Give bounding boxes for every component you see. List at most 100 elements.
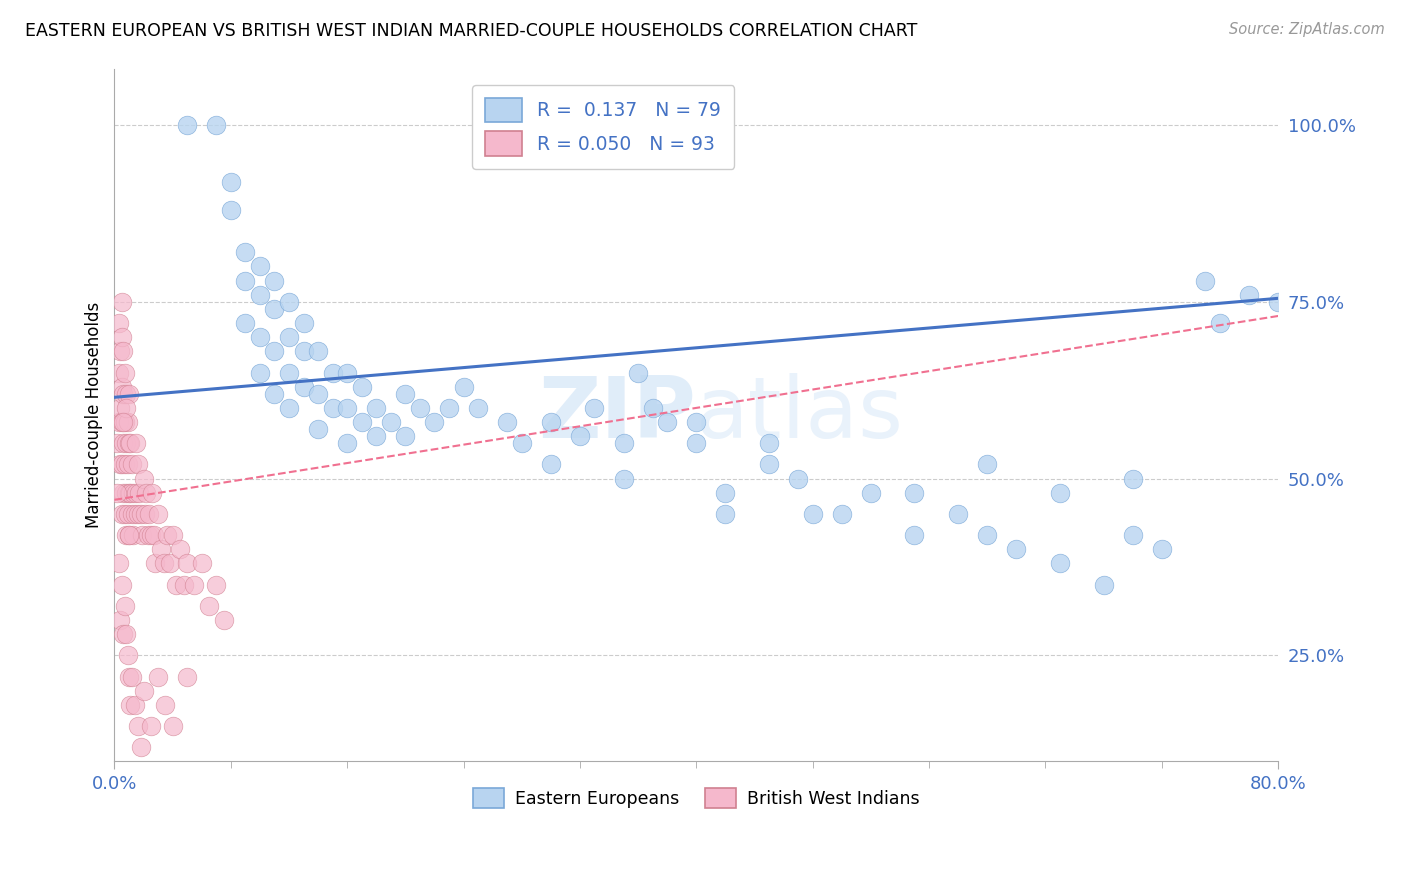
Point [437,401,460,415]
Point [112,627,135,641]
Point [278,366,301,380]
Point [714,507,737,521]
Point [146,669,169,683]
Point [149,542,172,557]
Point [278,401,301,415]
Point [111,330,134,344]
Point [112,415,135,429]
Point [118,485,141,500]
Point [125,436,148,450]
Point [120,698,142,712]
Point [409,401,432,415]
Point [118,386,141,401]
Point [120,485,142,500]
Point [118,528,141,542]
Point [114,415,136,429]
Legend: Eastern Europeans, British West Indians: Eastern Europeans, British West Indians [467,781,927,815]
Point [135,485,157,500]
Point [292,316,315,330]
Point [380,415,402,429]
Point [128,485,150,500]
Point [121,507,143,521]
Point [366,401,388,415]
Point [173,577,195,591]
Point [292,380,315,394]
Point [112,436,135,450]
Point [307,344,329,359]
Point [114,599,136,613]
Point [176,118,198,132]
Point [110,401,132,415]
Point [120,436,142,450]
Point [263,274,285,288]
Point [263,301,285,316]
Point [831,507,853,521]
Point [127,719,149,733]
Point [249,287,271,301]
Point [111,507,134,521]
Point [859,485,882,500]
Point [366,429,388,443]
Point [121,669,143,683]
Point [249,366,271,380]
Point [903,528,925,542]
Point [205,118,228,132]
Point [190,557,212,571]
Text: Source: ZipAtlas.com: Source: ZipAtlas.com [1229,22,1385,37]
Point [105,436,128,450]
Point [146,507,169,521]
Point [139,719,162,733]
Point [107,366,129,380]
Point [114,366,136,380]
Point [641,401,664,415]
Point [976,458,998,472]
Point [249,330,271,344]
Point [292,344,315,359]
Point [115,436,138,450]
Point [249,260,271,274]
Point [112,386,135,401]
Point [125,485,148,500]
Point [233,245,256,260]
Point [169,542,191,557]
Point [114,458,136,472]
Point [612,436,634,450]
Point [198,599,221,613]
Point [540,415,562,429]
Point [976,528,998,542]
Point [129,740,152,755]
Point [540,458,562,472]
Point [657,415,679,429]
Point [159,557,181,571]
Y-axis label: Married-couple Households: Married-couple Households [86,301,103,528]
Point [307,422,329,436]
Point [394,429,416,443]
Point [627,366,650,380]
Point [183,577,205,591]
Point [121,458,143,472]
Point [307,386,329,401]
Point [105,485,128,500]
Point [143,557,166,571]
Point [124,507,146,521]
Point [233,316,256,330]
Point [107,415,129,429]
Point [1267,294,1289,309]
Point [612,472,634,486]
Point [685,415,707,429]
Point [322,366,344,380]
Point [138,507,160,521]
Point [394,386,416,401]
Point [423,415,446,429]
Point [155,698,177,712]
Point [115,528,138,542]
Point [946,507,969,521]
Point [111,577,134,591]
Point [1237,287,1260,301]
Point [134,507,156,521]
Point [212,613,235,627]
Text: EASTERN EUROPEAN VS BRITISH WEST INDIAN MARRIED-COUPLE HOUSEHOLDS CORRELATION CH: EASTERN EUROPEAN VS BRITISH WEST INDIAN … [25,22,918,40]
Point [1209,316,1232,330]
Point [107,557,129,571]
Point [205,577,228,591]
